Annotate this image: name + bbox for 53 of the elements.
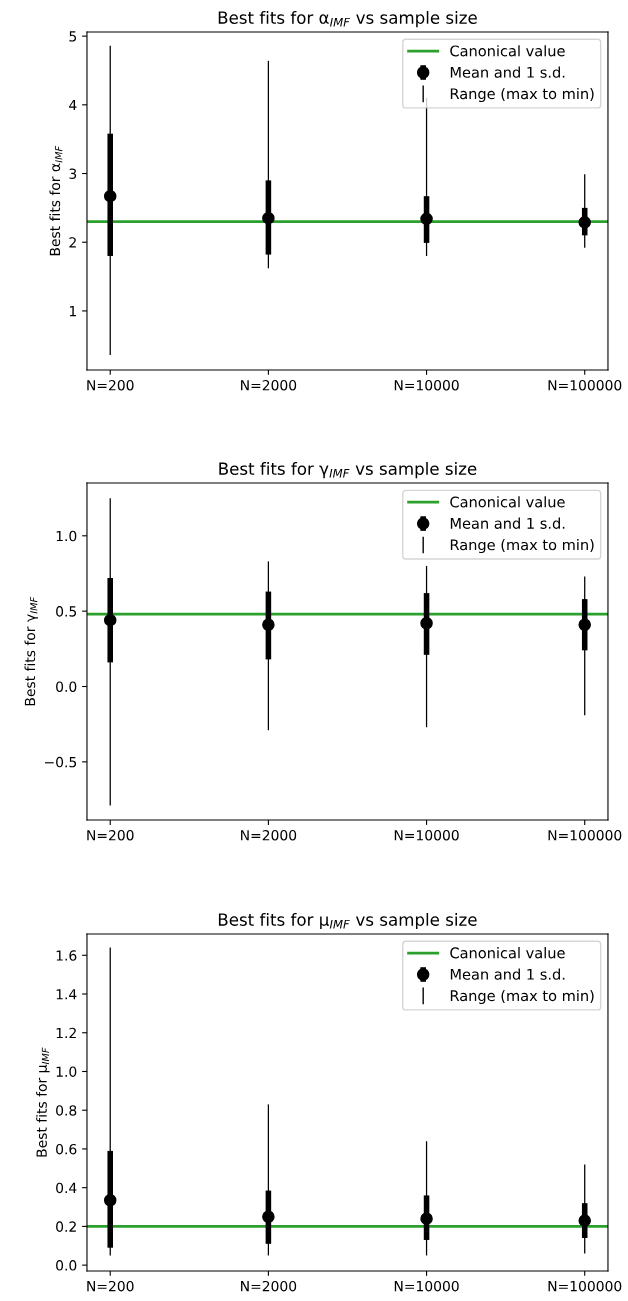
legend-label: Range (max to min) <box>450 87 594 103</box>
y-axis-title: Best fits for μ$_{IMF}$ <box>36 1047 50 1157</box>
x-tick-label: N=200 <box>87 1280 134 1292</box>
legend-label: Canonical value <box>450 45 565 57</box>
x-tick-label: N=2000 <box>241 379 297 391</box>
y-tick-label: 1.0 <box>56 1066 77 1077</box>
chart-title: Best fits for γ$_{IMF}$ vs sample size <box>219 462 477 479</box>
point <box>262 211 275 225</box>
chart-title: Best fits for μ$_{IMF}$ vs sample size <box>218 912 477 930</box>
y-tick-label: 0.6 <box>56 1143 77 1155</box>
point <box>103 189 117 203</box>
x-tick-label: N=100000 <box>548 829 622 841</box>
legend-label: Mean and 1 s.d. <box>450 968 565 980</box>
legend-label: Range (max to min) <box>450 989 594 1005</box>
y-tick-label: 0.0 <box>56 681 77 692</box>
x-tick-label: N=2000 <box>241 829 297 841</box>
y-tick-label: 2 <box>69 237 76 248</box>
x-tick-label: N=2000 <box>241 1280 297 1292</box>
point <box>420 1212 433 1225</box>
x-tick-label: N=10000 <box>394 1280 459 1292</box>
legend-label: Canonical value <box>450 947 565 959</box>
y-tick-label: 1 <box>69 306 76 317</box>
y-axis-title: Best fits for γ$_{IMF}$ <box>24 596 38 706</box>
y-tick-label: 1.4 <box>56 989 77 1000</box>
x-tick-label: N=200 <box>87 379 134 391</box>
x-tick-label: N=200 <box>87 829 134 841</box>
y-axis-title: Best fits for α$_{IMF}$ <box>49 145 63 256</box>
legend-label: Mean and 1 s.d. <box>450 517 565 529</box>
point <box>103 1194 117 1207</box>
point <box>578 216 591 229</box>
x-tick-label: N=100000 <box>548 379 622 391</box>
y-tick-label: 1.6 <box>56 950 77 961</box>
legend-label: Canonical value <box>450 496 565 508</box>
chart-title: Best fits for α$_{IMF}$ vs sample size <box>218 11 477 28</box>
x-tick-label: N=10000 <box>394 829 459 841</box>
x-tick-label: N=100000 <box>548 1280 622 1292</box>
y-tick-label: 4 <box>69 99 77 111</box>
y-tick-label: −0.5 <box>45 756 77 768</box>
y-tick-label: 0.2 <box>56 1221 76 1232</box>
point <box>262 1210 275 1223</box>
y-tick-label: 1.2 <box>56 1027 76 1039</box>
y-tick-label: 1.0 <box>56 530 77 542</box>
point <box>420 212 433 226</box>
point <box>578 1214 591 1227</box>
y-tick-label: 0.5 <box>56 606 77 617</box>
legend-label: Range (max to min) <box>450 539 594 554</box>
y-tick-label: 5 <box>69 31 77 42</box>
y-tick-label: 0.4 <box>56 1182 77 1194</box>
x-tick-label: N=10000 <box>394 379 459 391</box>
legend-label: Mean and 1 s.d. <box>450 66 565 78</box>
y-tick-label: 0.0 <box>56 1260 77 1271</box>
y-tick-label: 3 <box>69 168 77 179</box>
y-tick-label: 0.8 <box>56 1105 77 1116</box>
